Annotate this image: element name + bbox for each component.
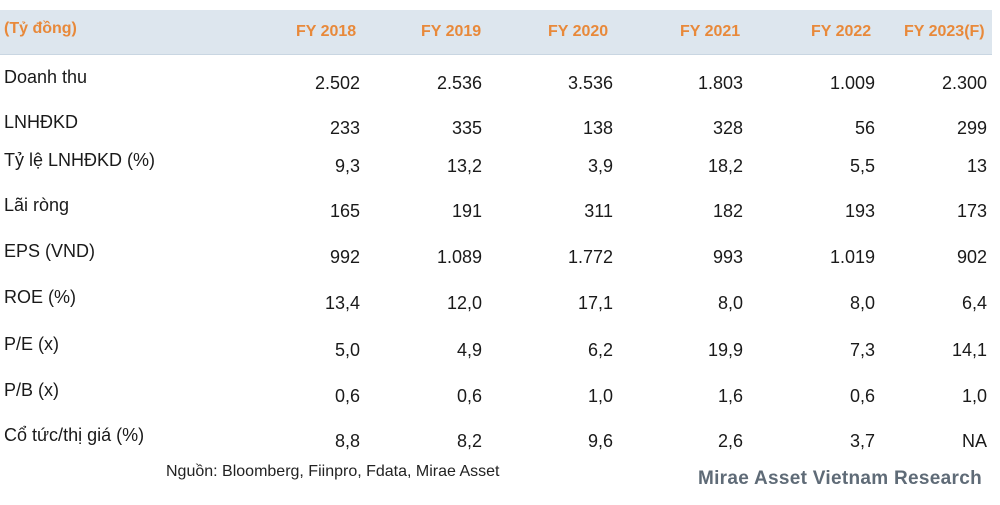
table-cell: 191 — [451, 201, 482, 221]
col-header-2019: FY 2019 — [421, 23, 482, 40]
table-cell: NA — [961, 431, 987, 451]
table-cell: 335 — [451, 118, 482, 138]
table-cell: 0,6 — [334, 386, 360, 406]
table-cell: 0,6 — [849, 386, 875, 406]
table-cell: 3,9 — [587, 156, 613, 176]
table-cell: 1.772 — [567, 247, 613, 267]
table-cell: 328 — [712, 118, 743, 138]
table-cell: 1,6 — [717, 386, 743, 406]
row-label: P/B (x) — [4, 380, 60, 400]
col-header-2021: FY 2021 — [680, 23, 741, 40]
table-cell: 311 — [584, 201, 613, 221]
table-row: LNHĐKD 233 335 138 328 56 299 — [0, 102, 1000, 148]
table-cell: 8,0 — [717, 293, 743, 313]
col-header-2018: FY 2018 — [296, 23, 357, 40]
row-label: P/E (x) — [4, 334, 60, 354]
row-label: Lãi ròng — [4, 195, 70, 215]
table-row: Cổ tức/thị giá (%) 8,8 8,2 9,6 2,6 3,7 N… — [0, 415, 1000, 461]
col-header-2022: FY 2022 — [811, 23, 872, 40]
table-cell: 1,0 — [587, 386, 613, 406]
table-row: P/B (x) 0,6 0,6 1,0 1,6 0,6 1,0 — [0, 370, 1000, 416]
table-cell: 165 — [329, 201, 360, 221]
table-cell: 233 — [329, 118, 360, 138]
col-header-2023f: FY 2023(F) — [904, 23, 985, 40]
table-header: (Tỷ đồng) FY 2018 FY 2019 FY 2020 FY 202… — [0, 10, 992, 55]
table-cell: 0,6 — [456, 386, 482, 406]
row-label: LNHĐKD — [4, 112, 79, 132]
row-label: Doanh thu — [4, 67, 88, 87]
table-cell: 3.536 — [567, 73, 613, 93]
table-cell: 13,4 — [324, 293, 360, 313]
table-cell: 19,9 — [707, 340, 743, 360]
col-header-2020: FY 2020 — [548, 23, 609, 40]
table-row: EPS (VND) 992 1.089 1.772 993 1.019 902 — [0, 231, 1000, 277]
table-cell: 299 — [956, 118, 987, 138]
table-cell: 173 — [956, 201, 987, 221]
table-cell: 1.009 — [829, 73, 875, 93]
table-cell: 8,2 — [456, 431, 482, 451]
table-cell: 1.089 — [436, 247, 482, 267]
row-label: Cổ tức/thị giá (%) — [4, 425, 145, 445]
table-cell: 14,1 — [951, 340, 987, 360]
row-label: Tỷ lệ LNHĐKD (%) — [4, 150, 156, 170]
table-cell: 8,0 — [849, 293, 875, 313]
table-cell: 993 — [712, 247, 743, 267]
table-row: Lãi ròng 165 191 311 182 193 173 — [0, 185, 1000, 231]
table-cell: 13 — [966, 156, 987, 176]
table-cell: 12,0 — [446, 293, 482, 313]
table-cell: 9,6 — [587, 431, 613, 451]
table-cell: 1,0 — [961, 386, 987, 406]
table-cell: 2,6 — [717, 431, 743, 451]
table-cell: 138 — [582, 118, 613, 138]
unit-label: (Tỷ đồng) — [4, 20, 77, 37]
table-cell: 5,5 — [849, 156, 875, 176]
table-cell: 902 — [956, 247, 987, 267]
table-cell: 182 — [712, 201, 743, 221]
table-row: ROE (%) 13,4 12,0 17,1 8,0 8,0 6,4 — [0, 277, 1000, 323]
table-cell: 2.536 — [436, 73, 482, 93]
table-cell: 992 — [329, 247, 360, 267]
table-cell: 7,3 — [849, 340, 875, 360]
table-cell: 1.019 — [829, 247, 875, 267]
table-cell: 193 — [844, 201, 875, 221]
table-cell: 17,1 — [577, 293, 613, 313]
table-cell: 1.803 — [697, 73, 743, 93]
table-cell: 56 — [854, 118, 875, 138]
table-row: P/E (x) 5,0 4,9 6,2 19,9 7,3 14,1 — [0, 324, 1000, 370]
table-cell: 8,8 — [334, 431, 360, 451]
table-row: Tỷ lệ LNHĐKD (%) 9,3 13,2 3,9 18,2 5,5 1… — [0, 140, 1000, 186]
table-cell: 9,3 — [334, 156, 360, 176]
table-cell: 6,2 — [587, 340, 613, 360]
source-note: Nguồn: Bloomberg, Fiinpro, Fdata, Mirae … — [166, 463, 500, 480]
row-label: ROE (%) — [4, 287, 76, 307]
table-cell: 6,4 — [961, 293, 987, 313]
table-cell: 5,0 — [334, 340, 360, 360]
table-cell: 13,2 — [446, 156, 482, 176]
table-cell: 2.300 — [941, 73, 987, 93]
table-row: Doanh thu 2.502 2.536 3.536 1.803 1.009 … — [0, 57, 1000, 103]
brand-label: Mirae Asset Vietnam Research — [697, 468, 982, 489]
row-label: EPS (VND) — [4, 241, 96, 261]
table-cell: 4,9 — [456, 340, 482, 360]
table-cell: 3,7 — [849, 431, 875, 451]
table-cell: 18,2 — [707, 156, 743, 176]
table-cell: 2.502 — [314, 73, 360, 93]
